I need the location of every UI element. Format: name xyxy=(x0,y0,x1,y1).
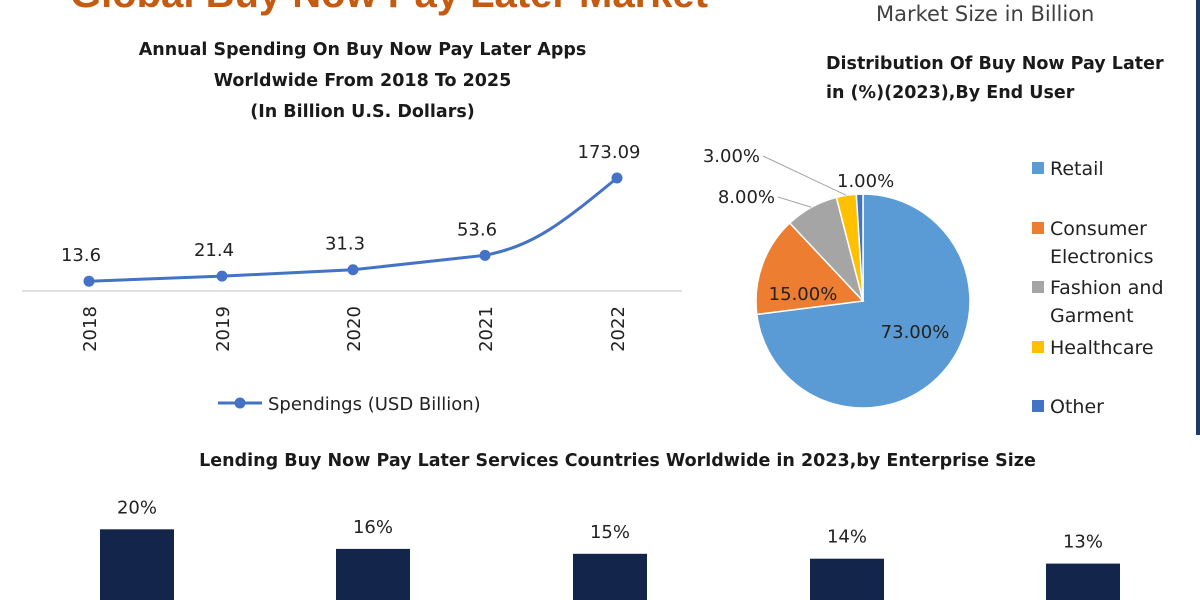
right-edge-border xyxy=(1196,0,1200,435)
pie-leader-line xyxy=(762,155,847,196)
bar-data-label: 16% xyxy=(353,517,393,538)
bar-data-label: 14% xyxy=(827,527,867,548)
pie-leader-line xyxy=(777,196,812,208)
pie-legend-swatch xyxy=(1032,281,1044,293)
line-chart-point xyxy=(611,172,623,184)
line-chart-data-label: 21.4 xyxy=(194,240,234,261)
pie-legend-swatch xyxy=(1032,162,1044,174)
line-chart-point xyxy=(83,275,95,287)
pie-data-label: 8.00% xyxy=(718,187,775,208)
pie-legend-swatch xyxy=(1032,341,1044,353)
pie-data-label: 1.00% xyxy=(837,171,894,192)
line-chart-x-tick-label: 2021 xyxy=(476,306,497,352)
line-chart-title-line-3: (In Billion U.S. Dollars) xyxy=(250,102,475,122)
bar-data-label: 15% xyxy=(590,522,630,543)
bar xyxy=(336,548,410,600)
line-chart-point xyxy=(347,264,359,276)
bar-chart: 20% 16% 15% 14% 13% xyxy=(100,497,1120,600)
pie-legend-label: Other xyxy=(1050,396,1104,418)
line-chart-data-label: 31.3 xyxy=(325,234,365,255)
bar xyxy=(810,558,884,600)
pie-data-label: 3.00% xyxy=(703,146,760,167)
bar-data-label: 13% xyxy=(1063,532,1103,553)
bar xyxy=(573,553,647,600)
line-chart-x-tick-label: 2022 xyxy=(608,306,629,352)
market-size-subtitle: Market Size in Billion xyxy=(876,2,1095,26)
bar xyxy=(100,529,174,600)
pie-legend-label: Retail xyxy=(1050,158,1104,180)
pie-chart-title: Distribution Of Buy Now Pay Later in (%)… xyxy=(826,50,1186,108)
pie-legend-label: Garment xyxy=(1050,305,1134,327)
line-chart-point xyxy=(216,270,228,282)
main-title: Global Buy Now Pay Later Market xyxy=(70,0,708,17)
line-chart-point xyxy=(479,249,491,261)
line-chart-data-label: 53.6 xyxy=(457,219,497,240)
pie-slice xyxy=(755,221,865,316)
pie-legend-label: Consumer xyxy=(1050,218,1147,240)
line-chart-x-tick-label: 2019 xyxy=(213,306,234,352)
bar-data-label: 20% xyxy=(117,497,157,518)
line-chart-x-tick-label: 2018 xyxy=(80,306,101,352)
line-chart-legend-marker xyxy=(234,397,246,409)
line-chart-data-label: 173.09 xyxy=(578,142,641,163)
pie-legend-swatch xyxy=(1032,400,1044,412)
pie-data-label: 73.00% xyxy=(881,322,950,343)
line-chart-data-label: 13.6 xyxy=(61,245,101,266)
pie-chart-title-line-1: Distribution Of Buy Now Pay Later xyxy=(826,54,1164,74)
bar-chart-title: Lending Buy Now Pay Later Services Count… xyxy=(199,451,1036,471)
pie-chart-title-line-2: in (%)(2023),By End User xyxy=(826,83,1075,103)
pie-legend-label: Healthcare xyxy=(1050,337,1154,359)
line-chart: 13.6 2018 21.4 2019 31.3 2020 53.6 2021 173.09 20… xyxy=(22,142,682,415)
pie-slice xyxy=(855,193,864,302)
bar xyxy=(1046,563,1120,600)
pie-data-label: 15.00% xyxy=(769,284,838,305)
pie-chart: 73.00% 15.00% 8.00% 3.00% 1.00% Retail Consume… xyxy=(703,146,1164,418)
pie-legend-swatch xyxy=(1032,222,1044,234)
line-chart-title: Annual Spending On Buy Now Pay Later App… xyxy=(70,35,655,128)
pie-legend-label: Fashion and xyxy=(1050,277,1164,299)
line-chart-title-line-1: Annual Spending On Buy Now Pay Later App… xyxy=(138,40,587,60)
line-chart-x-tick-label: 2020 xyxy=(344,306,365,352)
pie-legend-label: Electronics xyxy=(1050,246,1154,268)
line-chart-title-line-2: Worldwide From 2018 To 2025 xyxy=(213,71,512,91)
line-chart-legend-label: Spendings (USD Billion) xyxy=(268,394,481,415)
